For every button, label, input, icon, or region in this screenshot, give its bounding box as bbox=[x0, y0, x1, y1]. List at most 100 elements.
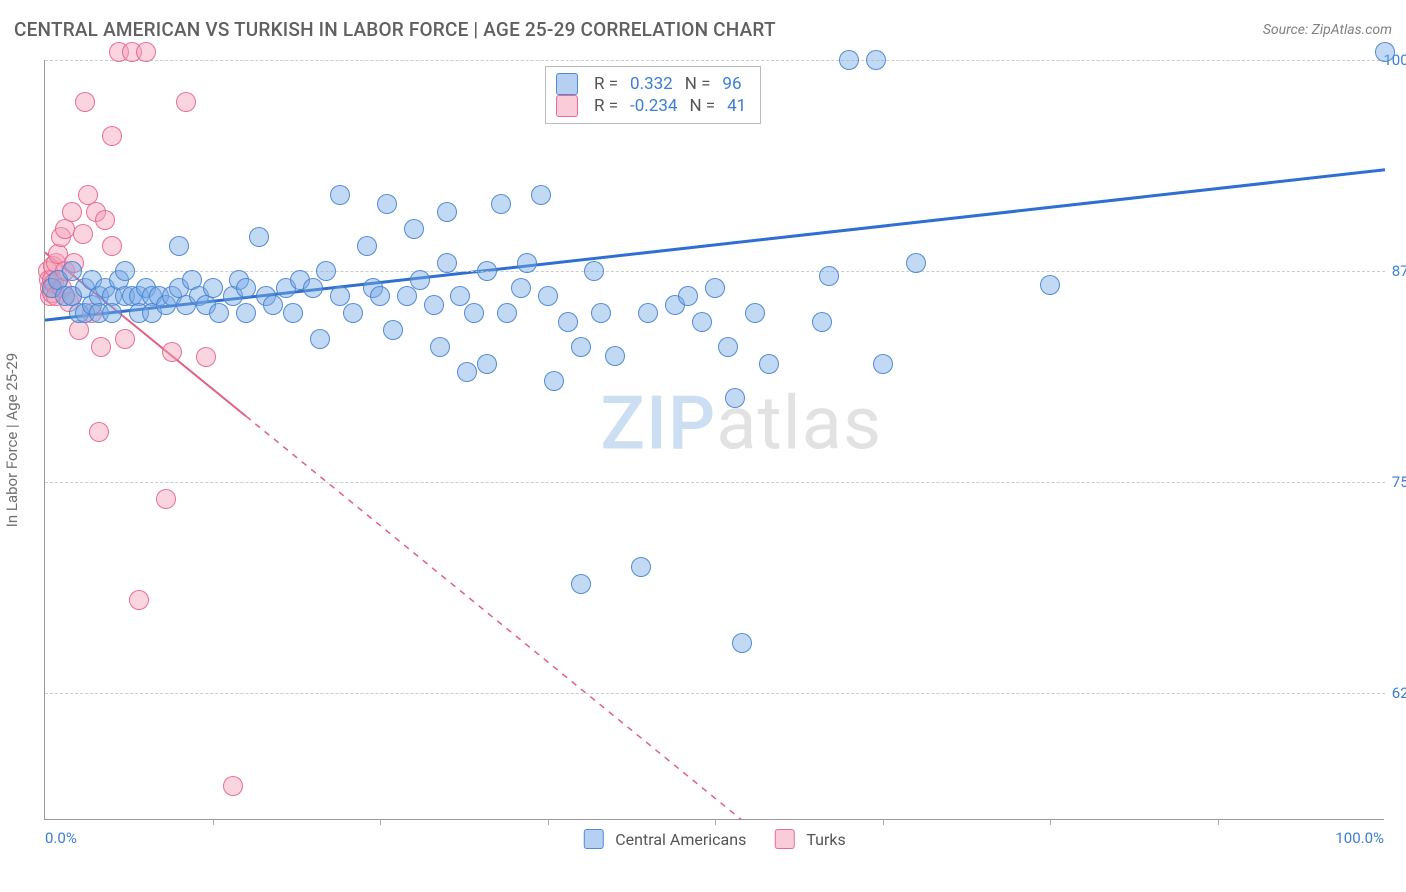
r-value-blue: 0.332 bbox=[630, 74, 673, 94]
y-axis-title: In Labor Force | Age 25-29 bbox=[3, 353, 21, 527]
y-tick-label: 75.0% bbox=[1352, 473, 1406, 491]
trend-lines bbox=[45, 60, 1385, 820]
scatter-point-pink bbox=[102, 236, 122, 256]
scatter-point-blue bbox=[404, 219, 424, 239]
scatter-point-blue bbox=[759, 354, 779, 374]
scatter-point-blue bbox=[678, 286, 698, 306]
scatter-point-blue bbox=[511, 278, 531, 298]
scatter-point-blue bbox=[571, 337, 591, 357]
scatter-point-pink bbox=[62, 202, 82, 222]
scatter-point-blue bbox=[558, 312, 578, 332]
scatter-point-pink bbox=[162, 342, 182, 362]
scatter-point-blue bbox=[638, 303, 658, 323]
scatter-point-blue bbox=[236, 303, 256, 323]
scatter-point-blue bbox=[544, 371, 564, 391]
legend-label-pink: Turks bbox=[806, 830, 845, 849]
scatter-point-blue bbox=[450, 286, 470, 306]
scatter-point-pink bbox=[129, 590, 149, 610]
scatter-point-blue bbox=[725, 388, 745, 408]
stats-row-blue: R = 0.332 N = 96 bbox=[556, 73, 746, 95]
legend-square-blue bbox=[583, 829, 603, 849]
scatter-point-blue bbox=[571, 574, 591, 594]
scatter-point-blue bbox=[357, 236, 377, 256]
scatter-point-pink bbox=[89, 422, 109, 442]
scatter-point-blue bbox=[491, 194, 511, 214]
scatter-point-blue bbox=[437, 253, 457, 273]
gridline-h bbox=[45, 60, 1385, 61]
gridline-h bbox=[45, 693, 1385, 694]
scatter-point-blue bbox=[263, 295, 283, 315]
scatter-point-pink bbox=[176, 92, 196, 112]
x-tick bbox=[883, 819, 884, 825]
scatter-point-blue bbox=[745, 303, 765, 323]
scatter-point-blue bbox=[203, 278, 223, 298]
scatter-point-blue bbox=[283, 303, 303, 323]
scatter-point-pink bbox=[156, 489, 176, 509]
scatter-point-blue bbox=[477, 261, 497, 281]
scatter-point-blue bbox=[692, 312, 712, 332]
scatter-point-blue bbox=[631, 557, 651, 577]
r-value-pink: -0.234 bbox=[630, 96, 677, 116]
scatter-point-blue bbox=[343, 303, 363, 323]
chart-title: CENTRAL AMERICAN VS TURKISH IN LABOR FOR… bbox=[14, 18, 776, 41]
scatter-point-blue bbox=[584, 261, 604, 281]
n-value-pink: 41 bbox=[727, 96, 746, 116]
x-tick bbox=[715, 819, 716, 825]
scatter-point-blue bbox=[477, 354, 497, 374]
scatter-point-blue bbox=[169, 236, 189, 256]
scatter-point-blue bbox=[517, 253, 537, 273]
scatter-point-blue bbox=[437, 202, 457, 222]
gridline-h bbox=[45, 482, 1385, 483]
scatter-point-blue bbox=[591, 303, 611, 323]
scatter-point-pink bbox=[95, 210, 115, 230]
n-label: N = bbox=[685, 74, 711, 94]
x-tick bbox=[548, 819, 549, 825]
x-tick bbox=[213, 819, 214, 825]
n-value-blue: 96 bbox=[722, 74, 741, 94]
scatter-point-blue bbox=[873, 354, 893, 374]
correlation-stats-box: R = 0.332 N = 96 R = -0.234 N = 41 bbox=[545, 66, 761, 124]
scatter-point-pink bbox=[91, 337, 111, 357]
scatter-point-pink bbox=[102, 126, 122, 146]
scatter-point-blue bbox=[236, 278, 256, 298]
legend-square-blue bbox=[556, 73, 578, 95]
scatter-point-blue bbox=[397, 286, 417, 306]
scatter-point-blue bbox=[102, 303, 122, 323]
scatter-point-blue bbox=[531, 185, 551, 205]
scatter-point-blue bbox=[303, 278, 323, 298]
scatter-point-blue bbox=[1375, 42, 1395, 62]
x-tick bbox=[1050, 819, 1051, 825]
legend-item-blue: Central Americans bbox=[583, 829, 746, 849]
scatter-point-blue bbox=[383, 320, 403, 340]
scatter-point-pink bbox=[75, 92, 95, 112]
y-tick-label: 87.5% bbox=[1352, 262, 1406, 280]
scatter-point-blue bbox=[812, 312, 832, 332]
scatter-point-blue bbox=[410, 270, 430, 290]
stats-row-pink: R = -0.234 N = 41 bbox=[556, 95, 746, 117]
scatter-point-blue bbox=[497, 303, 517, 323]
source-attribution: Source: ZipAtlas.com bbox=[1263, 22, 1392, 38]
scatter-point-blue bbox=[819, 266, 839, 286]
scatter-point-pink bbox=[223, 776, 243, 796]
scatter-point-blue bbox=[605, 346, 625, 366]
scatter-point-blue bbox=[718, 337, 738, 357]
scatter-point-blue bbox=[115, 261, 135, 281]
legend-item-pink: Turks bbox=[774, 829, 845, 849]
scatter-point-pink bbox=[136, 42, 156, 62]
y-tick-label: 62.5% bbox=[1352, 684, 1406, 702]
scatter-point-blue bbox=[464, 303, 484, 323]
scatter-point-blue bbox=[310, 329, 330, 349]
legend-label-blue: Central Americans bbox=[615, 830, 746, 849]
plot-area: ZIPatlas R = 0.332 N = 96 R = -0.234 N =… bbox=[44, 60, 1384, 820]
n-label: N = bbox=[689, 96, 715, 116]
chart-container: In Labor Force | Age 25-29 ZIPatlas R = … bbox=[44, 60, 1384, 820]
scatter-point-blue bbox=[62, 261, 82, 281]
scatter-point-blue bbox=[457, 362, 477, 382]
x-tick bbox=[1218, 819, 1219, 825]
scatter-point-pink bbox=[196, 347, 216, 367]
scatter-point-blue bbox=[430, 337, 450, 357]
scatter-point-blue bbox=[316, 261, 336, 281]
scatter-point-blue bbox=[538, 286, 558, 306]
scatter-point-blue bbox=[705, 278, 725, 298]
scatter-point-blue bbox=[377, 194, 397, 214]
